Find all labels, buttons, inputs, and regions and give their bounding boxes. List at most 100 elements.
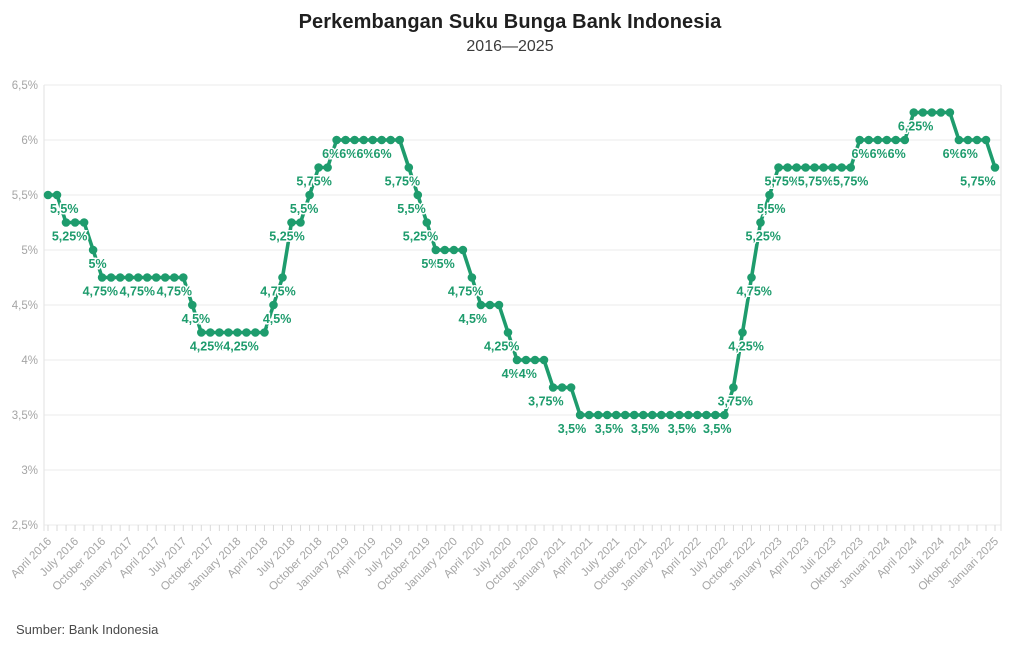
data-point[interactable] [657,410,666,420]
data-point[interactable] [990,163,1000,172]
data-point[interactable] [395,135,405,145]
data-point[interactable] [629,410,639,420]
data-point[interactable] [945,108,955,117]
data-point[interactable] [810,163,819,172]
data-point[interactable] [305,190,314,200]
data-point[interactable] [557,383,567,392]
data-point[interactable] [61,218,71,227]
data-point[interactable] [675,410,684,420]
data-point[interactable] [539,355,549,365]
data-point[interactable] [242,328,251,337]
data-point[interactable] [548,383,558,392]
data-point[interactable] [729,383,738,392]
data-point[interactable] [783,163,792,172]
data-point[interactable] [88,245,98,255]
data-point[interactable] [882,135,892,145]
data-point[interactable] [801,163,810,172]
data-point[interactable] [918,108,928,117]
data-point[interactable] [963,135,973,145]
data-point[interactable] [233,328,242,337]
data-point[interactable] [512,355,522,365]
data-point[interactable] [377,135,387,145]
data-point[interactable] [738,328,747,337]
data-point[interactable] [611,410,621,420]
data-point[interactable] [170,273,179,282]
data-point[interactable] [981,135,991,145]
data-point[interactable] [485,300,495,310]
data-point[interactable] [260,328,269,337]
data-point[interactable] [106,273,116,282]
data-point[interactable] [278,273,287,282]
data-point[interactable] [404,163,414,172]
data-point[interactable] [792,163,801,172]
data-point[interactable] [269,300,278,310]
data-point[interactable] [494,300,504,310]
data-point[interactable] [332,135,341,145]
data-point[interactable] [197,328,206,337]
data-point[interactable] [215,328,224,337]
data-point[interactable] [891,135,901,145]
data-point[interactable] [530,355,540,365]
data-point[interactable] [179,273,188,282]
data-point[interactable] [124,273,134,282]
data-point[interactable] [188,300,197,310]
data-point[interactable] [206,328,215,337]
data-point[interactable] [350,135,359,145]
data-point[interactable] [368,135,378,145]
data-point[interactable] [711,410,720,420]
data-point[interactable] [864,135,873,145]
data-point[interactable] [413,190,423,200]
data-point[interactable] [846,163,855,172]
data-point[interactable] [314,163,323,172]
data-point[interactable] [359,135,369,145]
data-point[interactable] [828,163,837,172]
data-point[interactable] [837,163,846,172]
data-point[interactable] [97,273,107,282]
data-point[interactable] [666,410,675,420]
data-point[interactable] [702,410,711,420]
data-point[interactable] [972,135,982,145]
data-point[interactable] [747,273,756,282]
data-point[interactable] [70,218,80,227]
data-point[interactable] [566,383,576,392]
data-point[interactable] [79,218,89,227]
data-point[interactable] [774,163,783,172]
data-point[interactable] [639,410,648,420]
data-point[interactable] [449,245,459,255]
data-point[interactable] [593,410,603,420]
data-point[interactable] [648,410,657,420]
data-point[interactable] [52,190,62,200]
data-point[interactable] [521,355,531,365]
data-point[interactable] [602,410,612,420]
data-point[interactable] [431,245,441,255]
data-point[interactable] [900,135,910,145]
data-point[interactable] [584,410,594,420]
data-point[interactable] [954,135,964,145]
data-point[interactable] [386,135,396,145]
data-point[interactable] [684,410,693,420]
data-point[interactable] [927,108,937,117]
data-point[interactable] [765,190,774,200]
data-point[interactable] [503,328,513,337]
data-point[interactable] [160,273,170,282]
data-point[interactable] [476,300,486,310]
data-point[interactable] [251,328,260,337]
data-point[interactable] [133,273,143,282]
data-point[interactable] [296,218,305,227]
data-point[interactable] [620,410,630,420]
data-point[interactable] [756,218,765,227]
data-point[interactable] [43,190,53,200]
data-point[interactable] [819,163,828,172]
data-point[interactable] [115,273,125,282]
data-point[interactable] [151,273,161,282]
data-point[interactable] [693,410,702,420]
data-point[interactable] [720,410,729,420]
data-point[interactable] [909,108,919,117]
data-point[interactable] [458,245,468,255]
data-point[interactable] [575,410,585,420]
data-point[interactable] [467,273,477,282]
data-point[interactable] [873,135,883,145]
data-point[interactable] [323,163,332,172]
data-point[interactable] [287,218,296,227]
data-point[interactable] [936,108,946,117]
